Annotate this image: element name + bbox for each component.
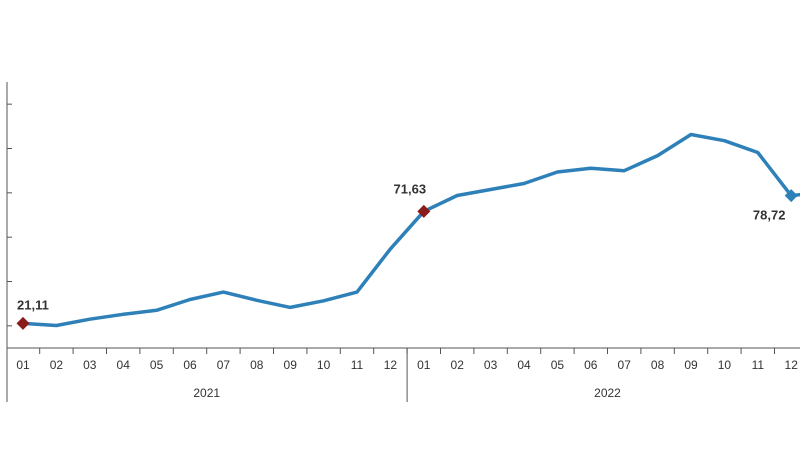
x-tick-label: 02 [50,358,64,372]
x-tick-label: 05 [551,358,565,372]
x-tick-label: 08 [651,358,665,372]
x-tick-label: 10 [718,358,732,372]
x-tick-label: 03 [484,358,498,372]
x-tick-label: 01 [16,358,30,372]
data-label: 78,72 [753,208,786,223]
x-tick-label: 09 [284,358,298,372]
x-tick-label: 07 [217,358,231,372]
x-tick-label: 09 [684,358,698,372]
x-tick-label: 06 [584,358,598,372]
data-label: 71,63 [394,181,427,196]
x-axis-ticks: 01 02 03 04 05 06 07 08 09 10 11 12 01 02 03 04 05 06 07 08… [16,348,799,372]
data-point-marker [417,204,431,218]
highlighted-markers: 21,11 71,63 78,72 [16,181,798,330]
data-label: 21,11 [17,297,49,312]
x-tick-label: 06 [183,358,197,372]
x-tick-label: 11 [752,358,765,372]
x-tick-label: 08 [250,358,264,372]
x-tick-label: 03 [83,358,97,372]
x-tick-label: 04 [517,358,531,372]
year-label: 2022 [594,386,621,400]
series-line [21,132,800,328]
x-tick-label: 10 [317,358,331,372]
x-tick-label: 01 [417,358,431,372]
data-point-marker [16,316,30,330]
x-tick-label: 04 [117,358,131,372]
x-tick-label: 12 [384,358,398,372]
data-point-marker [784,189,798,203]
series-group [21,132,800,328]
x-tick-label: 12 [785,358,799,372]
x-tick-label: 07 [618,358,632,372]
year-label: 2021 [193,386,220,400]
x-axis-years: 2021 2022 [6,348,621,402]
x-tick-label: 02 [451,358,465,372]
x-tick-label: 11 [351,358,364,372]
chart-axes [6,82,800,349]
x-tick-label: 05 [150,358,164,372]
